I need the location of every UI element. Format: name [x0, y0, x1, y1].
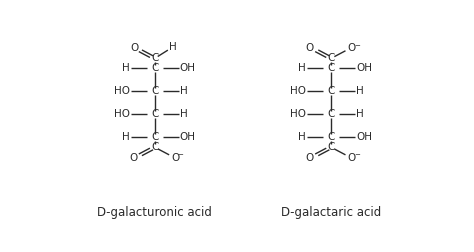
Text: HO: HO: [290, 86, 306, 96]
Text: C: C: [328, 86, 335, 96]
Text: OH: OH: [356, 132, 372, 142]
Text: C: C: [328, 132, 335, 142]
Text: −: −: [354, 43, 360, 49]
Text: H: H: [356, 109, 364, 119]
Text: OH: OH: [356, 64, 372, 74]
Text: C: C: [328, 64, 335, 74]
Text: HO: HO: [114, 109, 130, 119]
Text: C: C: [151, 109, 158, 119]
Text: −: −: [178, 152, 183, 158]
Text: H: H: [180, 109, 188, 119]
Text: O: O: [130, 43, 138, 53]
Text: OH: OH: [180, 132, 196, 142]
Text: D-galactaric acid: D-galactaric acid: [281, 206, 381, 219]
Text: C: C: [328, 142, 335, 152]
Text: D-galacturonic acid: D-galacturonic acid: [97, 206, 212, 219]
Text: O: O: [171, 152, 180, 163]
Text: O: O: [347, 43, 356, 53]
Text: O: O: [347, 152, 356, 163]
Text: C: C: [151, 86, 158, 96]
Text: O: O: [306, 152, 314, 163]
Text: C: C: [151, 64, 158, 74]
Text: H: H: [298, 64, 306, 74]
Text: C: C: [328, 109, 335, 119]
Text: C: C: [151, 53, 158, 63]
Text: H: H: [169, 43, 176, 52]
Text: H: H: [122, 132, 130, 142]
Text: −: −: [354, 152, 360, 158]
Text: HO: HO: [114, 86, 130, 96]
Text: O: O: [306, 43, 314, 53]
Text: H: H: [356, 86, 364, 96]
Text: HO: HO: [290, 109, 306, 119]
Text: OH: OH: [180, 64, 196, 74]
Text: H: H: [122, 64, 130, 74]
Text: O: O: [129, 152, 137, 163]
Text: C: C: [328, 53, 335, 63]
Text: H: H: [180, 86, 188, 96]
Text: C: C: [151, 142, 158, 152]
Text: H: H: [298, 132, 306, 142]
Text: C: C: [151, 132, 158, 142]
